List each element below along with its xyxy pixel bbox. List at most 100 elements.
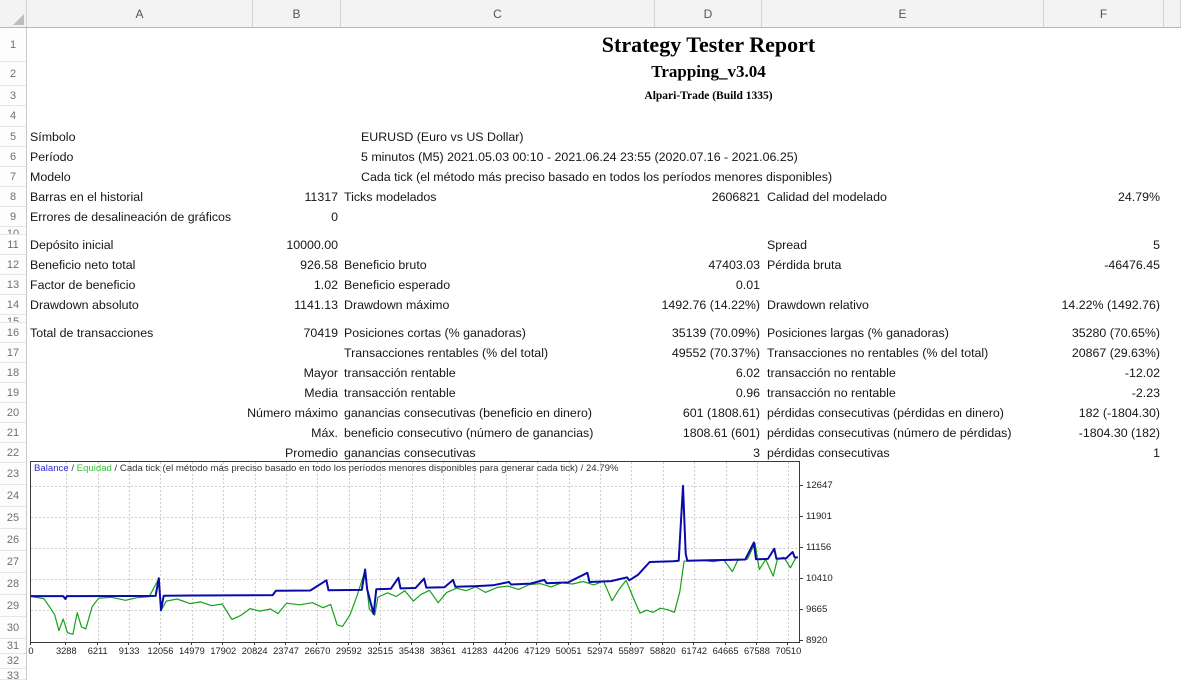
- balance-equity-chart[interactable]: Balance / Equidad / Cada tick (el método…: [28, 461, 870, 659]
- row-header-1[interactable]: 1: [0, 28, 26, 62]
- cell-grossloss-value[interactable]: -46476.45: [1104, 258, 1160, 272]
- row-header-2[interactable]: 2: [0, 62, 26, 86]
- row-header-33[interactable]: 33: [0, 669, 26, 680]
- row-header-19[interactable]: 19: [0, 383, 26, 403]
- cell-maxcons-losses-value[interactable]: 182 (-1804.30): [1078, 406, 1160, 420]
- cell-short-value[interactable]: 35139 (70.09%): [671, 326, 760, 340]
- cell-maximal-profit-label[interactable]: beneficio consecutivo (número de gananci…: [344, 426, 594, 440]
- cell-expected-label[interactable]: Beneficio esperado: [344, 278, 451, 292]
- cell-average-prefix[interactable]: Media: [304, 386, 338, 400]
- cell-ticks-value[interactable]: 2606821: [711, 190, 760, 204]
- row-header-32[interactable]: 32: [0, 654, 26, 669]
- row-header-29[interactable]: 29: [0, 595, 26, 617]
- cell-spread-label[interactable]: Spread: [767, 238, 807, 252]
- cell-maximal-loss-value[interactable]: -1804.30 (182): [1078, 426, 1160, 440]
- row-header-28[interactable]: 28: [0, 573, 26, 595]
- report-build[interactable]: Alpari-Trade (Build 1335): [644, 90, 773, 102]
- row-header-20[interactable]: 20: [0, 403, 26, 423]
- cell-deposit-label[interactable]: Depósito inicial: [30, 238, 114, 252]
- row-header-15[interactable]: 15: [0, 315, 26, 323]
- row-header-30[interactable]: 30: [0, 617, 26, 639]
- cell-grossprofit-value[interactable]: 47403.03: [708, 258, 760, 272]
- cell-errors-label[interactable]: Errores de desalineación de gráficos: [30, 210, 232, 224]
- row-header-3[interactable]: 3: [0, 86, 26, 106]
- cell-profittrades-label[interactable]: Transacciones rentables (% del total): [344, 346, 549, 360]
- row-header-27[interactable]: 27: [0, 551, 26, 573]
- column-header-F[interactable]: F: [1044, 0, 1164, 27]
- row-header-16[interactable]: 16: [0, 323, 26, 343]
- cell-profittrades-value[interactable]: 49552 (70.37%): [671, 346, 760, 360]
- cell-largest-loss-value[interactable]: -12.02: [1124, 366, 1160, 380]
- row-header-18[interactable]: 18: [0, 363, 26, 383]
- row-header-25[interactable]: 25: [0, 507, 26, 529]
- cell-largest-profit-label[interactable]: transacción rentable: [344, 366, 456, 380]
- row-header-12[interactable]: 12: [0, 255, 26, 275]
- row-header-17[interactable]: 17: [0, 343, 26, 363]
- row-header-23[interactable]: 23: [0, 463, 26, 485]
- cell-grossloss-label[interactable]: Pérdida bruta: [767, 258, 842, 272]
- report-subtitle[interactable]: Trapping_v3.04: [651, 62, 766, 81]
- row-header-14[interactable]: 14: [0, 295, 26, 315]
- cell-ticks-label[interactable]: Ticks modelados: [344, 190, 437, 204]
- row-header-6[interactable]: 6: [0, 147, 26, 167]
- cell-deposit-value[interactable]: 10000.00: [286, 238, 338, 252]
- cell-model-value[interactable]: Cada tick (el método más preciso basado …: [361, 170, 833, 184]
- cell-losstrades-label[interactable]: Transacciones no rentables (% del total): [767, 346, 989, 360]
- cell-period-label[interactable]: Período: [30, 150, 74, 164]
- row-header-10[interactable]: 10: [0, 227, 26, 235]
- cell-absdd-label[interactable]: Drawdown absoluto: [30, 298, 139, 312]
- cell-avgcons-wins-label[interactable]: ganancias consecutivas: [344, 446, 476, 460]
- select-all-corner[interactable]: [0, 0, 27, 27]
- cell-grossprofit-label[interactable]: Beneficio bruto: [344, 258, 427, 272]
- row-header-11[interactable]: 11: [0, 235, 26, 255]
- row-header-13[interactable]: 13: [0, 275, 26, 295]
- cell-reldd-label[interactable]: Drawdown relativo: [767, 298, 869, 312]
- cell-long-label[interactable]: Posiciones largas (% ganadoras): [767, 326, 949, 340]
- cell-avgcons-prefix[interactable]: Promedio: [284, 446, 338, 460]
- cell-expected-value[interactable]: 0.01: [735, 278, 760, 292]
- cell-symbol-value[interactable]: EURUSD (Euro vs US Dollar): [361, 130, 524, 144]
- cell-long-value[interactable]: 35280 (70.65%): [1071, 326, 1160, 340]
- cell-avg-loss-label[interactable]: transacción no rentable: [767, 386, 896, 400]
- cell-period-value[interactable]: 5 minutos (M5) 2021.05.03 00:10 - 2021.0…: [361, 150, 798, 164]
- cell-symbol-label[interactable]: Símbolo: [30, 130, 76, 144]
- cell-errors-value[interactable]: 0: [331, 210, 338, 224]
- row-header-5[interactable]: 5: [0, 127, 26, 147]
- cell-absdd-value[interactable]: 1141.13: [294, 298, 338, 312]
- cell-largest-profit-value[interactable]: 6.02: [735, 366, 760, 380]
- cell-avgcons-losses-value[interactable]: 1: [1153, 446, 1160, 460]
- cell-maxcons-wins-value[interactable]: 601 (1808.61): [682, 406, 760, 420]
- column-header-B[interactable]: B: [253, 0, 341, 27]
- cell-profitfactor-label[interactable]: Factor de beneficio: [30, 278, 136, 292]
- cell-largest-loss-label[interactable]: transacción no rentable: [767, 366, 896, 380]
- row-header-31[interactable]: 31: [0, 639, 26, 654]
- cell-bars-value[interactable]: 11317: [304, 190, 338, 204]
- row-header-24[interactable]: 24: [0, 485, 26, 507]
- column-header-D[interactable]: D: [655, 0, 762, 27]
- row-header-22[interactable]: 22: [0, 443, 26, 463]
- row-header-21[interactable]: 21: [0, 423, 26, 443]
- cell-maximal-prefix[interactable]: Máx.: [311, 426, 338, 440]
- report-title[interactable]: Strategy Tester Report: [601, 32, 816, 57]
- column-header-A[interactable]: A: [27, 0, 253, 27]
- cell-reldd-value[interactable]: 14.22% (1492.76): [1061, 298, 1160, 312]
- row-header-4[interactable]: 4: [0, 106, 26, 127]
- cell-maxdd-label[interactable]: Drawdown máximo: [344, 298, 450, 312]
- row-header-7[interactable]: 7: [0, 167, 26, 187]
- column-header-extra[interactable]: [1164, 0, 1181, 27]
- cell-avgcons-wins-value[interactable]: 3: [753, 446, 760, 460]
- cell-maxdd-value[interactable]: 1492.76 (14.22%): [661, 298, 760, 312]
- cell-avg-profit-label[interactable]: transacción rentable: [344, 386, 456, 400]
- column-header-E[interactable]: E: [762, 0, 1044, 27]
- cell-avg-loss-value[interactable]: -2.23: [1131, 386, 1160, 400]
- cell-maximal-profit-value[interactable]: 1808.61 (601): [682, 426, 760, 440]
- row-header-26[interactable]: 26: [0, 529, 26, 551]
- cell-maximal-loss-label[interactable]: pérdidas consecutivas (número de pérdida…: [767, 426, 1012, 440]
- cell-maxcons-losses-label[interactable]: pérdidas consecutivas (pérdidas en diner…: [767, 406, 1004, 420]
- cell-netprofit-value[interactable]: 926.58: [300, 258, 338, 272]
- cell-avg-profit-value[interactable]: 0.96: [735, 386, 760, 400]
- cell-bars-label[interactable]: Barras en el historial: [30, 190, 143, 204]
- cell-quality-label[interactable]: Calidad del modelado: [767, 190, 887, 204]
- cell-netprofit-label[interactable]: Beneficio neto total: [30, 258, 136, 272]
- cell-quality-value[interactable]: 24.79%: [1117, 190, 1160, 204]
